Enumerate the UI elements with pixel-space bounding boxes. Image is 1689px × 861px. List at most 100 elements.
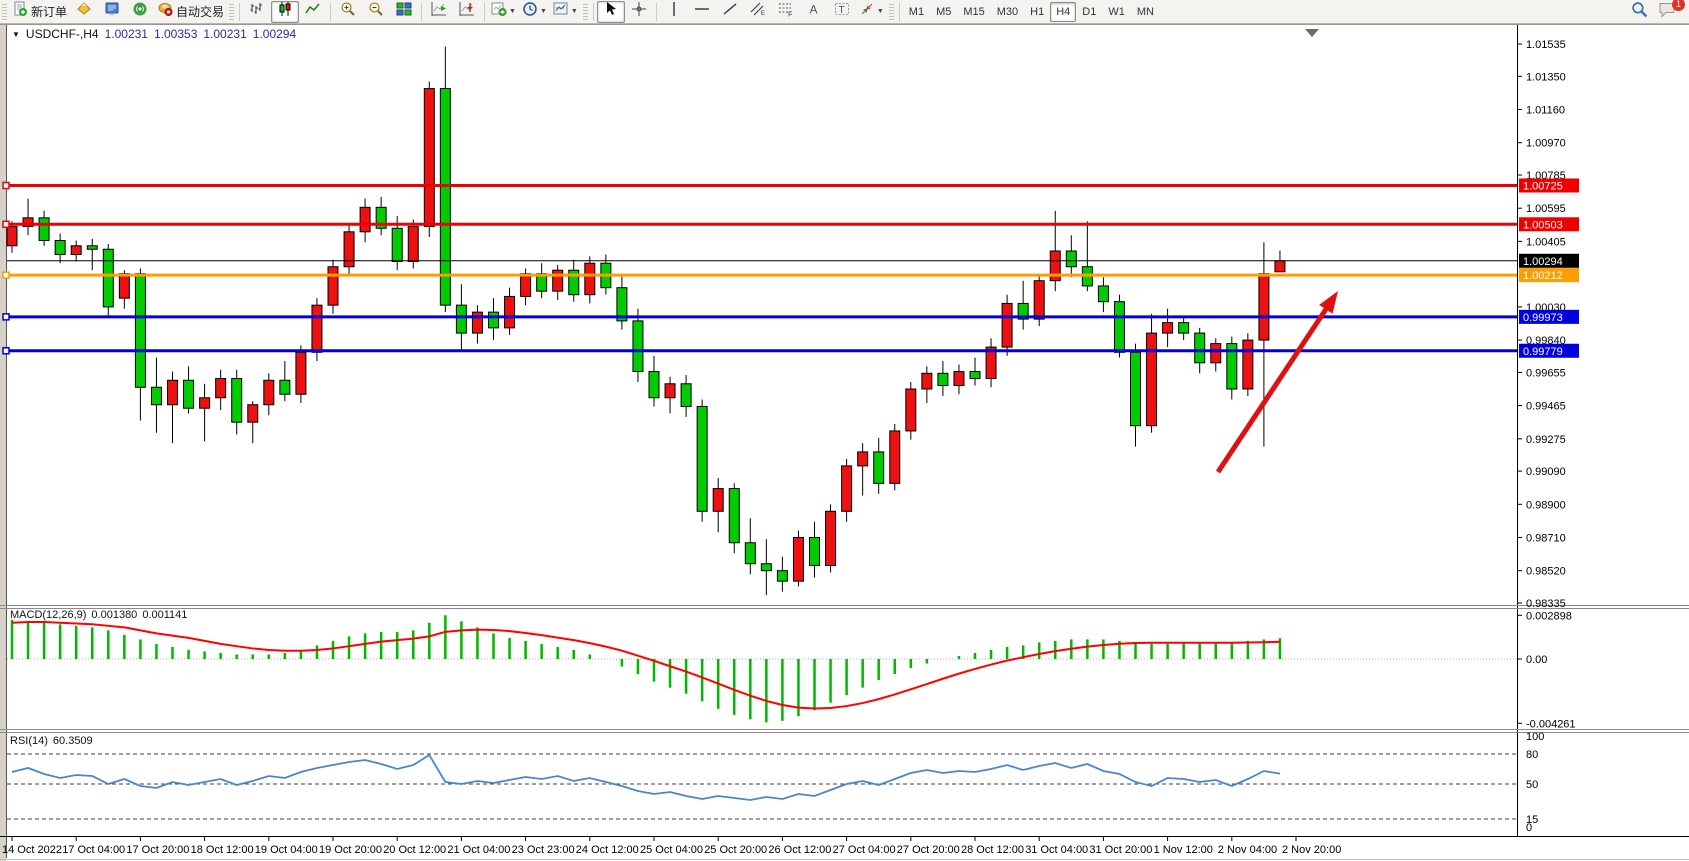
time-label: 24 Oct 12:00 (576, 844, 639, 856)
text-label-icon: T (834, 1, 850, 22)
tab-timeframe-h4[interactable]: H4 (1050, 1, 1077, 22)
toolbar-grip[interactable] (2, 3, 7, 20)
bar-chart-button[interactable] (243, 1, 271, 23)
dropdown-arrow-icon: ▼ (570, 8, 578, 15)
candle-down (150, 386, 162, 406)
price-tick-label: 0.98335 (1526, 598, 1566, 610)
candle-down (1226, 343, 1238, 390)
chart-profile-button[interactable] (70, 1, 98, 23)
rsi-label: RSI(14) 60.3509 (10, 735, 93, 747)
time-label: 26 Oct 12:00 (768, 844, 831, 856)
candle-down (1178, 322, 1190, 334)
zoom-in-icon (340, 1, 356, 22)
tab-timeframe-m30[interactable]: M30 (996, 5, 1019, 18)
text-label-button[interactable]: T (828, 1, 856, 23)
horizontal-line-button[interactable] (688, 1, 716, 23)
hline-handle[interactable] (2, 220, 10, 229)
tab-timeframe-mn[interactable]: MN (1136, 5, 1154, 18)
high-value: 1.00353 (153, 27, 198, 41)
templates-button[interactable]: ▼ (550, 1, 581, 23)
tab-timeframe-d1[interactable]: D1 (1082, 5, 1097, 18)
macd-main-value: 0.001380 (91, 609, 138, 621)
main-toolbar: 新订单 自动交易 (0, 0, 1689, 24)
chat-button[interactable]: 1 (1653, 0, 1685, 23)
toolbar-grip[interactable] (582, 3, 588, 20)
candle-down (1130, 351, 1141, 427)
hline-handle[interactable] (2, 181, 10, 190)
arrows-button[interactable]: ▼ (856, 1, 887, 23)
tab-timeframe-m15[interactable]: M15 (963, 5, 985, 18)
hline-handle[interactable] (2, 313, 10, 321)
candle-up (327, 266, 339, 306)
rsi-line (11, 753, 1281, 801)
arrow-shaft[interactable] (1215, 304, 1331, 474)
price-axis[interactable]: 1.015351.013501.011601.009701.007851.005… (1517, 39, 1579, 610)
candle-up (263, 379, 275, 406)
chart-shift-marker[interactable] (1305, 29, 1319, 37)
ohlc-bars-icon (249, 1, 265, 22)
cursor-button[interactable] (596, 0, 625, 23)
candle-up (857, 451, 869, 467)
price-badge-0.99779 (1519, 343, 1579, 358)
price-badge-current-text: 1.00294 (1523, 256, 1563, 268)
candle-down (231, 378, 243, 423)
horizontal-line-objects[interactable] (2, 181, 1517, 355)
zoom-out-button[interactable] (362, 1, 390, 23)
price-badge-0.99779-text: 0.99779 (1523, 346, 1563, 358)
candle-up (825, 510, 837, 566)
one-click-trading-toggle[interactable]: ▼ (12, 29, 20, 39)
svg-text:E: E (761, 11, 765, 17)
toolbar-grip[interactable] (229, 3, 235, 20)
templates-icon (553, 1, 569, 22)
signals-button[interactable] (126, 1, 154, 23)
candle-up (167, 379, 178, 406)
hline-handle[interactable] (2, 347, 10, 355)
time-label: 25 Oct 20:00 (704, 844, 767, 856)
candle-down (632, 320, 644, 373)
line-chart-button[interactable] (299, 1, 327, 23)
trend-arrow-object[interactable] (1215, 291, 1338, 474)
toolbar-grip[interactable] (888, 3, 894, 20)
candle-up (215, 378, 227, 399)
clock-icon (522, 1, 538, 22)
new-order-button[interactable]: 新订单 (9, 1, 70, 23)
svg-text:T: T (838, 5, 844, 16)
rsi-axis-label: 50 (1526, 779, 1538, 791)
price-tick-label: 0.99275 (1526, 434, 1566, 446)
monitor-icon (104, 1, 120, 22)
crosshair-button[interactable] (625, 1, 653, 23)
hline-handle[interactable] (2, 271, 10, 279)
new-order-label: 新订单 (31, 5, 68, 19)
time-axis[interactable]: 14 Oct 2022 17 Oct 04:00 17 Oct 20:00 18 Oc… (2, 837, 1341, 856)
dropdown-arrow-icon: ▼ (539, 8, 547, 15)
tab-timeframe-m5[interactable]: M5 (936, 5, 952, 18)
auto-scroll-button[interactable] (425, 1, 453, 23)
time-label: 17 Oct 20:00 (126, 844, 189, 856)
chart-shift-button[interactable] (453, 1, 481, 23)
market-watch-button[interactable] (98, 1, 126, 23)
periods-button[interactable]: ▼ (519, 1, 550, 23)
macd-axis-label: 0.002898 (1526, 610, 1572, 622)
zoom-in-button[interactable] (334, 1, 362, 23)
candle-up (792, 536, 804, 582)
candlestick-chart-button[interactable] (271, 0, 300, 23)
vertical-line-button[interactable] (660, 1, 688, 23)
text-button[interactable]: A (800, 1, 828, 23)
svg-text:A: A (809, 3, 817, 17)
price-tick-label: 0.98520 (1526, 566, 1566, 578)
indicators-button[interactable]: ▼ (488, 1, 519, 23)
tab-timeframe-m1[interactable]: M1 (908, 5, 925, 18)
candle-up (889, 430, 901, 484)
fibonacci-button[interactable]: F (772, 1, 800, 23)
trendline-button[interactable] (716, 1, 744, 23)
price-badge-current (1519, 253, 1579, 268)
arrow-head[interactable] (1319, 291, 1338, 314)
tile-windows-button[interactable] (390, 1, 418, 23)
candle-up (1162, 322, 1174, 334)
auto-trading-button[interactable]: 自动交易 (154, 1, 227, 23)
separator (655, 2, 657, 21)
equidistant-channel-button[interactable]: E (744, 1, 772, 23)
search-button[interactable] (1625, 1, 1653, 23)
tab-timeframe-w1[interactable]: W1 (1108, 5, 1125, 18)
tab-timeframe-h1[interactable]: H1 (1030, 5, 1045, 18)
